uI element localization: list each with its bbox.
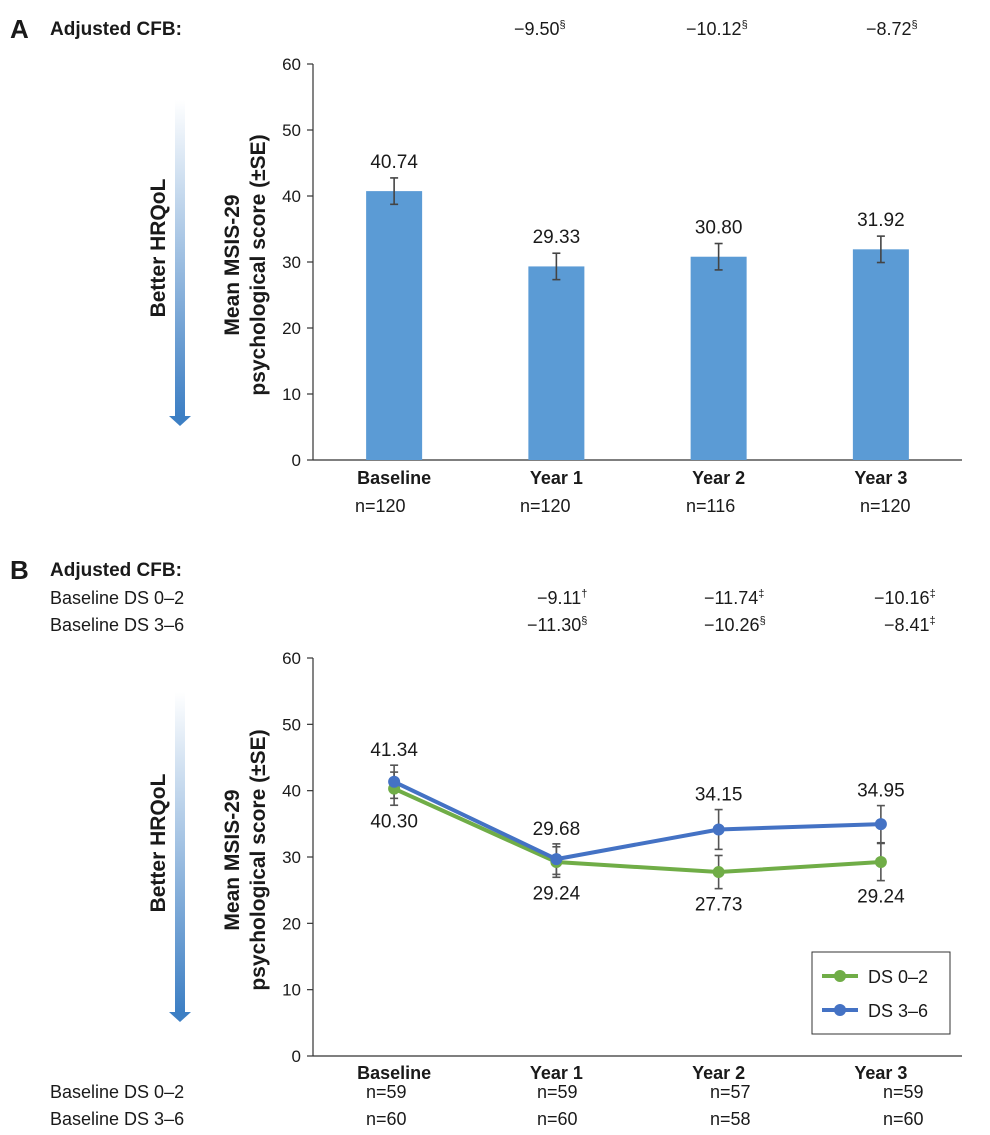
panel-b-series-marker	[712, 823, 725, 836]
panel-b-cfb-title: Adjusted CFB:	[50, 560, 182, 581]
panel-b-n-row2-label: Baseline DS 3–6	[50, 1109, 185, 1129]
panel-a-x-tick-label: Baseline	[357, 468, 431, 488]
panel-a-n-year1: n=120	[520, 496, 571, 516]
panel-b-series-marker	[388, 775, 401, 788]
panel-b-x-tick-label: Year 1	[530, 1063, 583, 1083]
panel-b-y-tick-label: 20	[282, 914, 301, 933]
panel-a-n-baseline: n=120	[355, 496, 406, 516]
panel-b-n-row1-label: Baseline DS 0–2	[50, 1082, 185, 1102]
panel-a-n-year3: n=120	[860, 496, 911, 516]
panel-b-x-tick-label: Year 2	[692, 1063, 745, 1083]
panel-b-y-tick-label: 0	[292, 1047, 301, 1066]
panel-b-n-row1-year3: n=59	[883, 1082, 924, 1102]
panel-a-cfb-title: Adjusted CFB:	[50, 19, 182, 40]
panel-b-data-label: 34.15	[695, 785, 743, 806]
panel-b-y-tick-label: 50	[282, 715, 301, 734]
panel-b-x-tick-label: Baseline	[357, 1063, 431, 1083]
panel-a-y-tick-label: 10	[282, 385, 301, 404]
panel-b-n-row2-year1: n=60	[537, 1109, 578, 1129]
panel-b-data-label: 27.73	[695, 895, 743, 916]
panel-b-cfb-row2-label: Baseline DS 3–6	[50, 615, 185, 635]
panel-a-better-arrow-head	[169, 416, 191, 426]
panel-a-bar	[366, 191, 423, 460]
panel-a-bar	[690, 256, 747, 460]
panel-a-cfb-year1: −9.50§	[514, 19, 566, 39]
panel-a-y-tick-label: 0	[292, 451, 301, 470]
panel-b-y-tick-label: 60	[282, 649, 301, 668]
panel-a-data-label: 29.33	[533, 227, 581, 248]
panel-b-cfb-row1-year1: −9.11†	[537, 588, 588, 608]
panel-b-series-line	[393, 779, 881, 862]
panel-b-n-row1-year2: n=57	[710, 1082, 751, 1102]
panel-a-letter: A	[10, 14, 29, 44]
panel-b-x-tick-label: Year 3	[854, 1063, 907, 1083]
panel-b-n-row1-year1: n=59	[537, 1082, 578, 1102]
panel-b-cfb-row2-year2: −10.26§	[704, 615, 766, 635]
panel-b-series-marker	[874, 856, 887, 869]
panel-a-cfb-year3: −8.72§	[866, 19, 918, 39]
panel-b-y-tick-label: 10	[282, 981, 301, 1000]
panel-a-data-label: 30.80	[695, 218, 743, 239]
panel-b-cfb-row1-year2: −11.74‡	[704, 588, 765, 608]
panel-b-data-label: 40.30	[370, 811, 418, 832]
panel-b-n-row2-baseline: n=60	[366, 1109, 407, 1129]
panel-a-y-tick-label: 30	[282, 253, 301, 272]
panel-b-cfb-row1-year3: −10.16‡	[874, 588, 936, 608]
panel-a-y-tick-label: 40	[282, 187, 301, 206]
panel-b-data-label: 41.34	[370, 740, 418, 761]
panel-b-legend-marker	[834, 970, 846, 982]
panel-b-n-row1-baseline: n=59	[366, 1082, 407, 1102]
panel-a-bar	[852, 249, 909, 460]
panel-b-letter: B	[10, 555, 29, 585]
panel-a-y-tick-label: 50	[282, 121, 301, 140]
panel-b-legend-marker	[834, 1004, 846, 1016]
panel-a-x-tick-label: Year 1	[530, 468, 583, 488]
panel-b-series-line	[393, 786, 881, 875]
panel-b-n-row2-year2: n=58	[710, 1109, 751, 1129]
panel-b-data-label: 29.68	[533, 819, 581, 840]
panel-a-x-tick-label: Year 3	[854, 468, 907, 488]
panel-b-better-arrow-shaft	[175, 692, 185, 1012]
panel-b-legend-label: DS 3–6	[868, 1001, 928, 1021]
panel-a-y-tick-label: 60	[282, 55, 301, 74]
panel-b-n-row2-year3: n=60	[883, 1109, 924, 1129]
panel-b-y-tick-label: 40	[282, 782, 301, 801]
panel-b-legend-box	[811, 951, 951, 1035]
panel-a-bar-chart: 0 10 20 30 40 50 60 40.74 Baseline 29.33 Year 1 30.…	[169, 55, 962, 488]
panel-b-cfb-row1-label: Baseline DS 0–2	[50, 588, 185, 608]
panel-a-x-tick-label: Year 2	[692, 468, 745, 488]
panel-b-legend-label: DS 0–2	[868, 967, 928, 987]
panel-a-data-label: 40.74	[370, 152, 418, 173]
panel-b-series-marker	[712, 866, 725, 879]
panel-b-data-label: 34.95	[857, 781, 905, 802]
panel-a-cfb-year2: −10.12§	[686, 19, 748, 39]
panel-a-bar	[528, 266, 585, 460]
panel-b-cfb-row2-year1: −11.30§	[527, 615, 588, 635]
panel-b-series-marker	[550, 853, 563, 866]
panel-b-y-tick-label: 30	[282, 848, 301, 867]
panel-b-cfb-row2-year3: −8.41‡	[884, 615, 936, 635]
panel-b-data-label: 29.24	[857, 887, 905, 908]
panel-a-data-label: 31.92	[857, 210, 905, 231]
panel-b-series-marker	[874, 818, 887, 831]
panel-b-data-label: 29.24	[533, 883, 581, 904]
panel-a-y-tick-label: 20	[282, 319, 301, 338]
panel-a-n-year2: n=116	[686, 496, 736, 516]
panel-a-better-arrow-shaft	[175, 100, 185, 416]
panel-b-better-arrow-head	[169, 1012, 191, 1022]
